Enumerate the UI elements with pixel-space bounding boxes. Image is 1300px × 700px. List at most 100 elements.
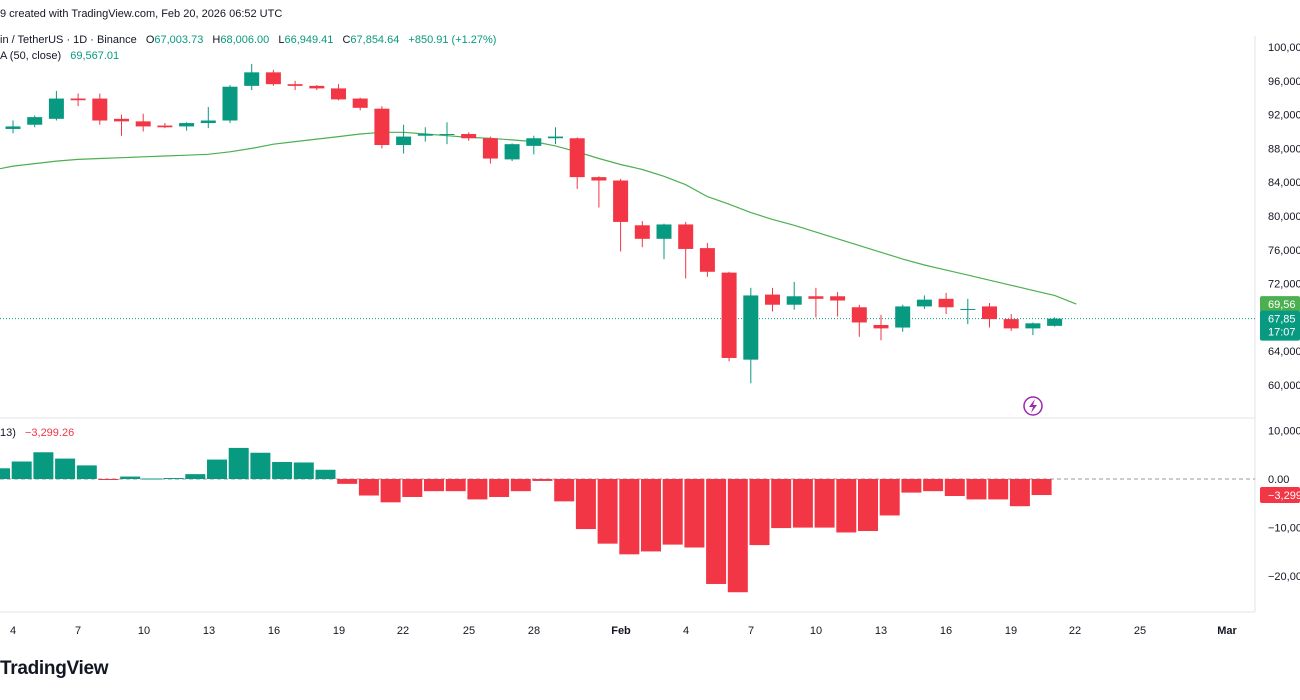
oscillator-bar: [424, 479, 444, 492]
tradingview-logo: TradingView: [0, 658, 109, 679]
lightning-bolt-icon: [1029, 399, 1037, 413]
oscillator-label[interactable]: 13): [0, 427, 16, 439]
oscillator-bar: [11, 461, 32, 479]
symbol-name[interactable]: in / TetherUS · 1D · Binance: [0, 34, 137, 46]
ma-value: 69,567.01: [70, 50, 120, 62]
candle-body: [765, 294, 780, 305]
candle-body: [591, 177, 607, 181]
oscillator-bar: [207, 459, 227, 479]
ma-legend: A (50, close) 69,567.01: [0, 50, 119, 62]
time-axis-tick: 22: [397, 625, 409, 637]
oscillator-bar: [163, 478, 184, 480]
candle-body: [331, 88, 346, 100]
candle-body: [179, 123, 195, 127]
candle-body: [634, 225, 650, 239]
time-axis-tick: 25: [1134, 625, 1146, 637]
time-axis-tick: Feb: [611, 625, 631, 637]
candle-body: [569, 138, 585, 178]
time-axis-tick: 13: [203, 625, 215, 637]
candle-body: [656, 224, 672, 239]
oscillator-bar: [792, 479, 813, 528]
oscillator-bar: [489, 479, 510, 497]
oscillator-bar: [337, 479, 358, 484]
price-axis-tick: 92,000: [1268, 110, 1300, 122]
time-axis-tick: 10: [138, 625, 150, 637]
oscillator-bar: [749, 479, 770, 546]
candle-body: [982, 306, 997, 320]
candle-body: [699, 248, 715, 272]
oscillator-bar: [814, 479, 835, 528]
last-price-badge-text: 67,85: [1268, 314, 1296, 326]
price-axis-tick: 100,000: [1268, 42, 1300, 54]
price-axis-tick: 72,000: [1268, 279, 1300, 291]
oscillator-bar: [76, 465, 97, 479]
high-value: 68,006.00: [220, 34, 270, 46]
candle-body: [265, 72, 281, 85]
price-axis-tick: 84,000: [1268, 177, 1300, 189]
candle-body: [960, 308, 976, 310]
candle-body: [439, 134, 455, 136]
candle-body: [830, 296, 846, 301]
oscillator-bar: [467, 479, 488, 500]
oscillator-bar: [662, 479, 683, 545]
ma-price-badge-text: 69,56: [1268, 299, 1296, 311]
candle-body: [504, 144, 520, 160]
last-price-badge: [1260, 310, 1300, 341]
candle-body: [417, 134, 433, 136]
time-axis-tick: 10: [810, 625, 822, 637]
oscillator-bar: [120, 476, 141, 479]
time-axis-tick: 19: [333, 625, 345, 637]
candle-body: [135, 121, 151, 127]
candle-body: [70, 98, 86, 101]
candle-body: [244, 72, 260, 86]
candle-body: [613, 180, 629, 222]
candle-body: [526, 138, 542, 146]
low-value: 66,949.41: [284, 34, 334, 46]
oscillator-bar: [33, 452, 54, 479]
close-value: 67,854.64: [350, 34, 400, 46]
oscillator-legend: 13) −3,299.26: [0, 427, 74, 439]
oscillator-bar: [575, 479, 596, 530]
oscillator-bar: [597, 479, 618, 544]
oscillator-bar: [228, 447, 249, 479]
ma-label[interactable]: A (50, close): [0, 50, 62, 62]
oscillator-bar: [619, 479, 640, 555]
oscillator-bar: [141, 478, 162, 480]
created-by-caption: 9 created with TradingView.com, Feb 20, …: [0, 8, 283, 20]
time-axis-tick: 22: [1069, 625, 1081, 637]
oscillator-bar: [901, 479, 922, 493]
candle-body: [396, 136, 412, 146]
oscillator-bar: [0, 468, 10, 479]
oscillator-bar: [510, 479, 531, 492]
oscillator-bar: [445, 479, 466, 492]
oscillator-bar: [532, 479, 553, 481]
oscillator-bar: [55, 458, 76, 479]
candle-body: [482, 138, 498, 159]
ma-price-badge: [1260, 296, 1300, 313]
oscillator-bar: [272, 461, 293, 479]
ma50-line: [0, 131, 1077, 305]
time-axis-tick: Mar: [1217, 625, 1237, 637]
oscillator-bar: [706, 479, 727, 584]
oscillator-axis-tick: −20,000: [1268, 571, 1300, 583]
candle-body: [222, 86, 238, 121]
oscillator-bar: [966, 479, 987, 500]
candle-body: [786, 296, 802, 305]
candle-body: [743, 295, 759, 360]
time-axis-tick: 7: [748, 625, 754, 637]
oscillator-bar: [380, 479, 401, 503]
candle-body: [27, 117, 43, 125]
time-axis-tick: 25: [463, 625, 475, 637]
oscillator-value-badge-text: −3,299: [1268, 490, 1300, 502]
candle-body: [548, 136, 563, 139]
price-axis-tick: 64,000: [1268, 346, 1300, 358]
candle-body: [92, 98, 108, 121]
candle-body: [5, 126, 21, 129]
price-axis-tick: 68,000: [1268, 312, 1300, 324]
candle-body: [1047, 318, 1063, 326]
price-axis-tick: 96,000: [1268, 76, 1300, 88]
oscillator-bar: [293, 462, 314, 479]
candle-body: [1025, 323, 1041, 329]
